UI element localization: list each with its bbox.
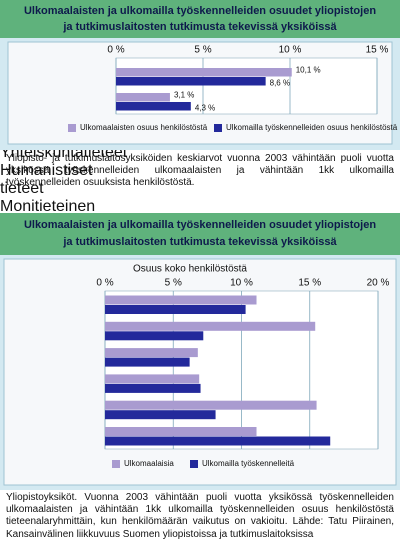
bar [105,427,257,436]
bar [105,374,200,384]
data-label: 8,6 % [270,79,290,88]
chart-title: ja tutkimuslaitosten tutkimusta tekeviss… [62,236,337,248]
x-tick-label: 5 % [194,45,211,56]
legend-label: Ulkomailla työskennelleitä [202,459,295,468]
x-tick-label: 0 % [107,45,124,56]
bar [116,102,191,111]
x-tick-label: 10 % [230,278,253,289]
y-tick-label: Humanistiset tieteet [0,162,93,197]
x-tick-label: 15 % [366,45,389,56]
x-tick-label: 20 % [367,278,390,289]
bar [105,383,201,393]
y-tick-label: Monitieteinen [0,198,96,215]
caption: Yliopistoyksiköt. Vuonna 2003 vähintään … [6,492,394,540]
chart: Ulkomaalaisten ja ulkomailla työskennell… [0,0,400,150]
x-tick-label: 15 % [298,278,321,289]
bar [116,68,292,77]
title-bar [0,0,400,38]
chart-title: Ulkomaalaisten ja ulkomailla työskennell… [24,5,376,17]
bar [105,295,257,305]
legend-swatch [190,460,198,468]
bar [105,357,190,367]
legend-label: Ulkomaalaisten osuus henkilöstöstä [80,123,208,132]
bar [116,93,170,102]
legend-swatch [214,124,222,132]
bar [105,410,216,420]
chart: Ulkomaalaisten ja ulkomailla työskennell… [0,213,400,490]
bar [105,400,317,410]
bar [105,331,204,341]
x-tick-label: 10 % [279,45,302,56]
title-bar [0,213,400,255]
data-label: 4,3 % [195,104,215,113]
chart-title: Ulkomaalaisten ja ulkomailla työskennell… [24,219,376,231]
legend-swatch [112,460,120,468]
bar [105,348,198,358]
caption: Yliopisto- ja tutkimuslaitosyksiköiden k… [6,153,394,189]
bar [105,321,316,331]
chart-title: ja tutkimuslaitosten tutkimusta tekeviss… [62,21,337,33]
data-label: 3,1 % [174,91,194,100]
x-tick-label: 5 % [165,278,182,289]
axis-title: Osuus koko henkilöstöstä [133,264,247,275]
bar [116,77,266,86]
legend-label: Ulkomaalaisia [124,459,174,468]
legend-label: Ulkomailla työskennelleiden osuus henkil… [226,123,398,132]
bar [105,436,331,446]
bar [105,305,246,314]
legend-swatch [68,124,76,132]
data-label: 10,1 % [296,66,321,75]
x-tick-label: 0 % [96,278,113,289]
